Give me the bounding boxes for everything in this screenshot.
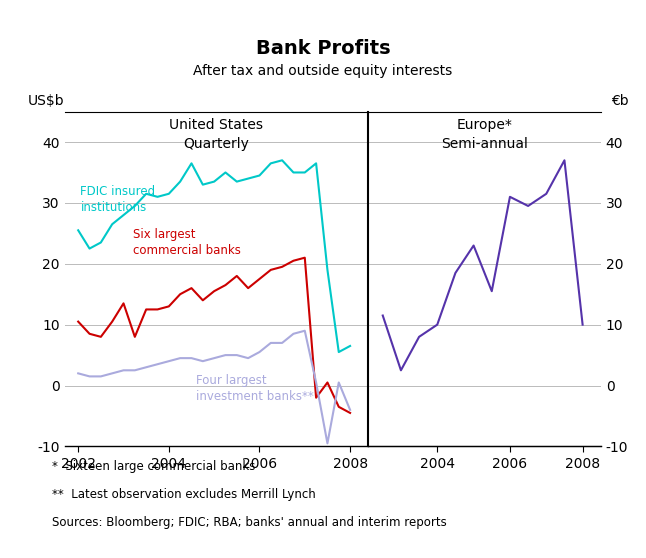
Text: *  Sixteen large commercial banks: * Sixteen large commercial banks [52,460,255,473]
Text: Four largest
investment banks**: Four largest investment banks** [196,374,314,403]
Text: US$b: US$b [28,94,65,108]
Text: Sources: Bloomberg; FDIC; RBA; banks' annual and interim reports: Sources: Bloomberg; FDIC; RBA; banks' an… [52,516,446,529]
Text: United States
Quarterly: United States Quarterly [169,118,264,151]
Text: Europe*
Semi-annual: Europe* Semi-annual [441,118,528,151]
Text: €b: €b [611,94,629,108]
Text: Six largest
commercial banks: Six largest commercial banks [132,228,240,257]
Text: **  Latest observation excludes Merrill Lynch: ** Latest observation excludes Merrill L… [52,488,315,501]
Text: After tax and outside equity interests: After tax and outside equity interests [193,64,453,78]
Text: Bank Profits: Bank Profits [256,39,390,58]
Text: FDIC insured
institutions: FDIC insured institutions [81,185,156,214]
